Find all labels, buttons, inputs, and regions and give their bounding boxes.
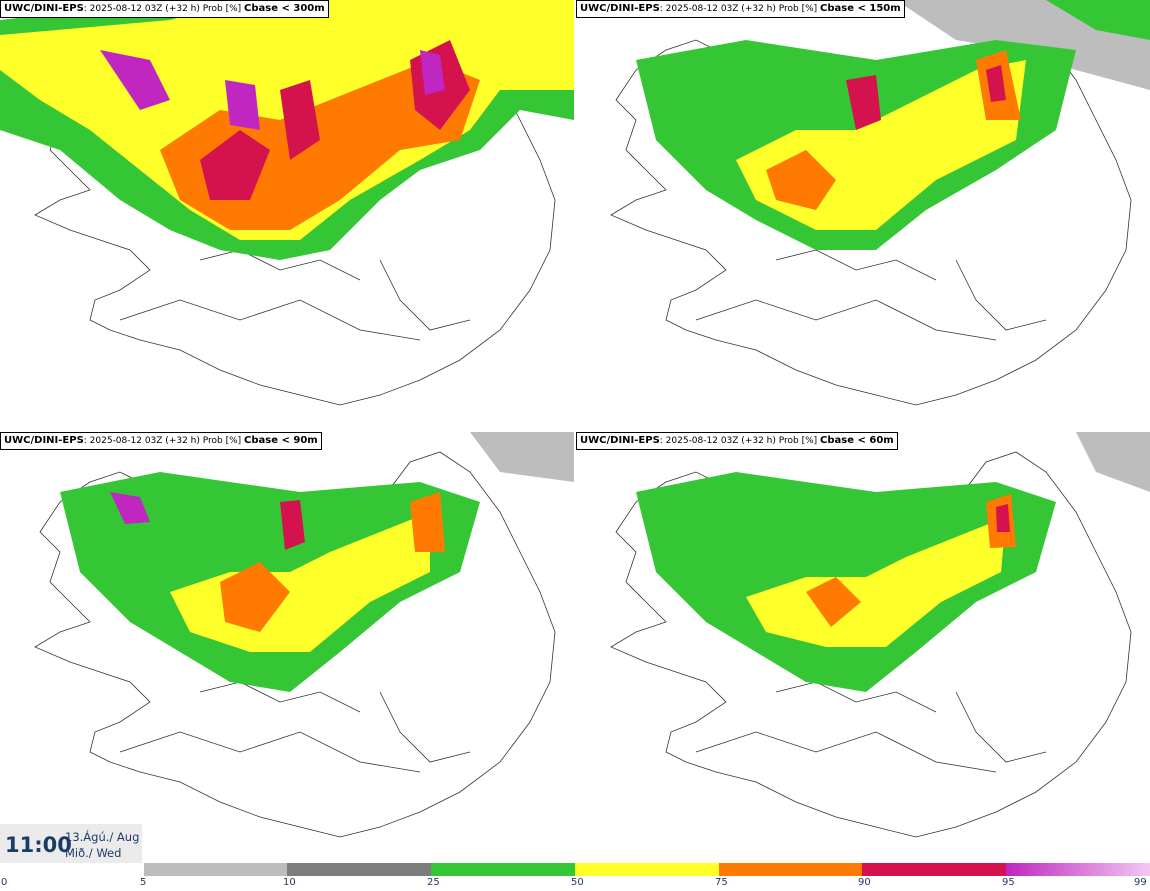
legend-tick: 95 xyxy=(1002,877,1015,888)
model-name: UWC/DINI-EPS xyxy=(4,3,84,14)
probability-overlay xyxy=(636,432,1150,692)
panel-title: UWC/DINI-EPS: 2025-08-12 03Z (+32 h) Pro… xyxy=(576,432,898,450)
legend-tick: 5 xyxy=(140,877,147,888)
panel-title: UWC/DINI-EPS: 2025-08-12 03Z (+32 h) Pro… xyxy=(0,0,329,18)
model-name: UWC/DINI-EPS xyxy=(4,435,84,446)
legend-swatch-95-99 xyxy=(1006,863,1150,876)
run-info: : 2025-08-12 03Z (+32 h) Prob [%] xyxy=(659,436,818,446)
legend-tick: 90 xyxy=(858,877,871,888)
valid-date: 13.Ágú./ Aug xyxy=(65,830,140,844)
probability-map xyxy=(610,0,1150,406)
legend-tick: 99 xyxy=(1134,877,1147,888)
threshold-label: Cbase < 150m xyxy=(820,3,901,14)
probability-map xyxy=(34,432,574,838)
valid-weekday: Mið./ Wed xyxy=(65,846,122,860)
panel-title: UWC/DINI-EPS: 2025-08-12 03Z (+32 h) Pro… xyxy=(0,432,322,450)
valid-time-box: 11:00 13.Ágú./ Aug Mið./ Wed xyxy=(0,824,142,866)
probability-legend: 0 5 10 25 50 75 90 95 99 xyxy=(0,863,1150,891)
threshold-label: Cbase < 300m xyxy=(244,3,325,14)
run-info: : 2025-08-12 03Z (+32 h) Prob [%] xyxy=(83,4,242,14)
panel-title: UWC/DINI-EPS: 2025-08-12 03Z (+32 h) Pro… xyxy=(576,0,905,18)
map-panel-90m: UWC/DINI-EPS: 2025-08-12 03Z (+32 h) Pro… xyxy=(0,432,574,862)
probability-overlay xyxy=(60,432,574,692)
run-info: : 2025-08-12 03Z (+32 h) Prob [%] xyxy=(83,436,242,446)
map-panel-300m: UWC/DINI-EPS: 2025-08-12 03Z (+32 h) Pro… xyxy=(0,0,574,430)
valid-hour: 11:00 xyxy=(5,833,72,857)
map-panel-60m: UWC/DINI-EPS: 2025-08-12 03Z (+32 h) Pro… xyxy=(576,432,1150,862)
model-name: UWC/DINI-EPS xyxy=(580,3,660,14)
run-info: : 2025-08-12 03Z (+32 h) Prob [%] xyxy=(659,4,818,14)
legend-swatch-75-90 xyxy=(719,863,862,876)
threshold-label: Cbase < 90m xyxy=(244,435,318,446)
map-panel-150m: UWC/DINI-EPS: 2025-08-12 03Z (+32 h) Pro… xyxy=(576,0,1150,430)
legend-tick: 50 xyxy=(571,877,584,888)
legend-swatch-50-75 xyxy=(575,863,719,876)
probability-overlay xyxy=(0,0,574,260)
legend-tick: 0 xyxy=(1,877,8,888)
legend-tick: 25 xyxy=(427,877,440,888)
legend-swatch-10-25 xyxy=(287,863,431,876)
model-name: UWC/DINI-EPS xyxy=(580,435,660,446)
legend-tick: 10 xyxy=(283,877,296,888)
probability-overlay xyxy=(636,0,1150,250)
probability-map xyxy=(610,432,1150,838)
legend-swatch-90-95 xyxy=(862,863,1006,876)
threshold-label: Cbase < 60m xyxy=(820,435,894,446)
legend-swatch-5-10 xyxy=(144,863,287,876)
legend-swatch-0-5 xyxy=(0,863,144,876)
legend-swatch-25-50 xyxy=(431,863,575,876)
legend-tick: 75 xyxy=(715,877,728,888)
probability-map xyxy=(0,0,574,406)
